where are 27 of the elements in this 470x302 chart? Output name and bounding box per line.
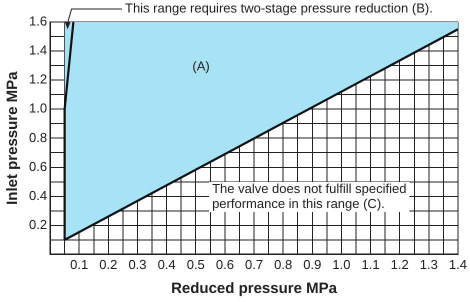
- x-tick-label: 0.3: [128, 256, 147, 272]
- x-axis-title: Reduced pressure MPa: [171, 280, 338, 298]
- y-tick-label: 0.2: [28, 216, 48, 232]
- annotation: (A): [192, 58, 210, 74]
- y-tick-label: 1.2: [28, 72, 48, 87]
- y-tick-label: 0.4: [28, 188, 48, 203]
- y-tick-label: 1.0: [28, 100, 48, 116]
- x-tick-label: 0.2: [99, 256, 118, 272]
- y-tick-label: 1.6: [28, 14, 48, 29]
- y-axis-title: Inlet pressure MPa: [4, 70, 22, 205]
- x-tick-label: 1.4: [448, 256, 468, 272]
- x-tick-label: 1.3: [420, 256, 438, 272]
- annotation: The valve does not fulfill specified performance in this range (C).: [212, 181, 406, 212]
- x-tick-label: 1.1: [362, 256, 380, 272]
- annotation: This range requires two-stage pressure reduction (B).: [125, 0, 433, 16]
- y-tick-label: 1.4: [28, 42, 48, 58]
- x-tick-label: 0.5: [186, 256, 205, 272]
- x-tick-label: 0.8: [274, 256, 292, 272]
- y-tick-label: 0.6: [28, 158, 48, 174]
- x-tick-label: 0.1: [70, 256, 88, 272]
- x-tick-label: 0.4: [158, 256, 176, 272]
- x-tick-label: 0.9: [303, 256, 322, 272]
- x-tick-label: 1.0: [332, 256, 350, 272]
- x-tick-label: 0.6: [216, 256, 234, 272]
- x-tick-label: 0.7: [244, 256, 264, 272]
- x-tick-label: 1.2: [390, 256, 409, 272]
- y-tick-label: 0.8: [28, 130, 48, 145]
